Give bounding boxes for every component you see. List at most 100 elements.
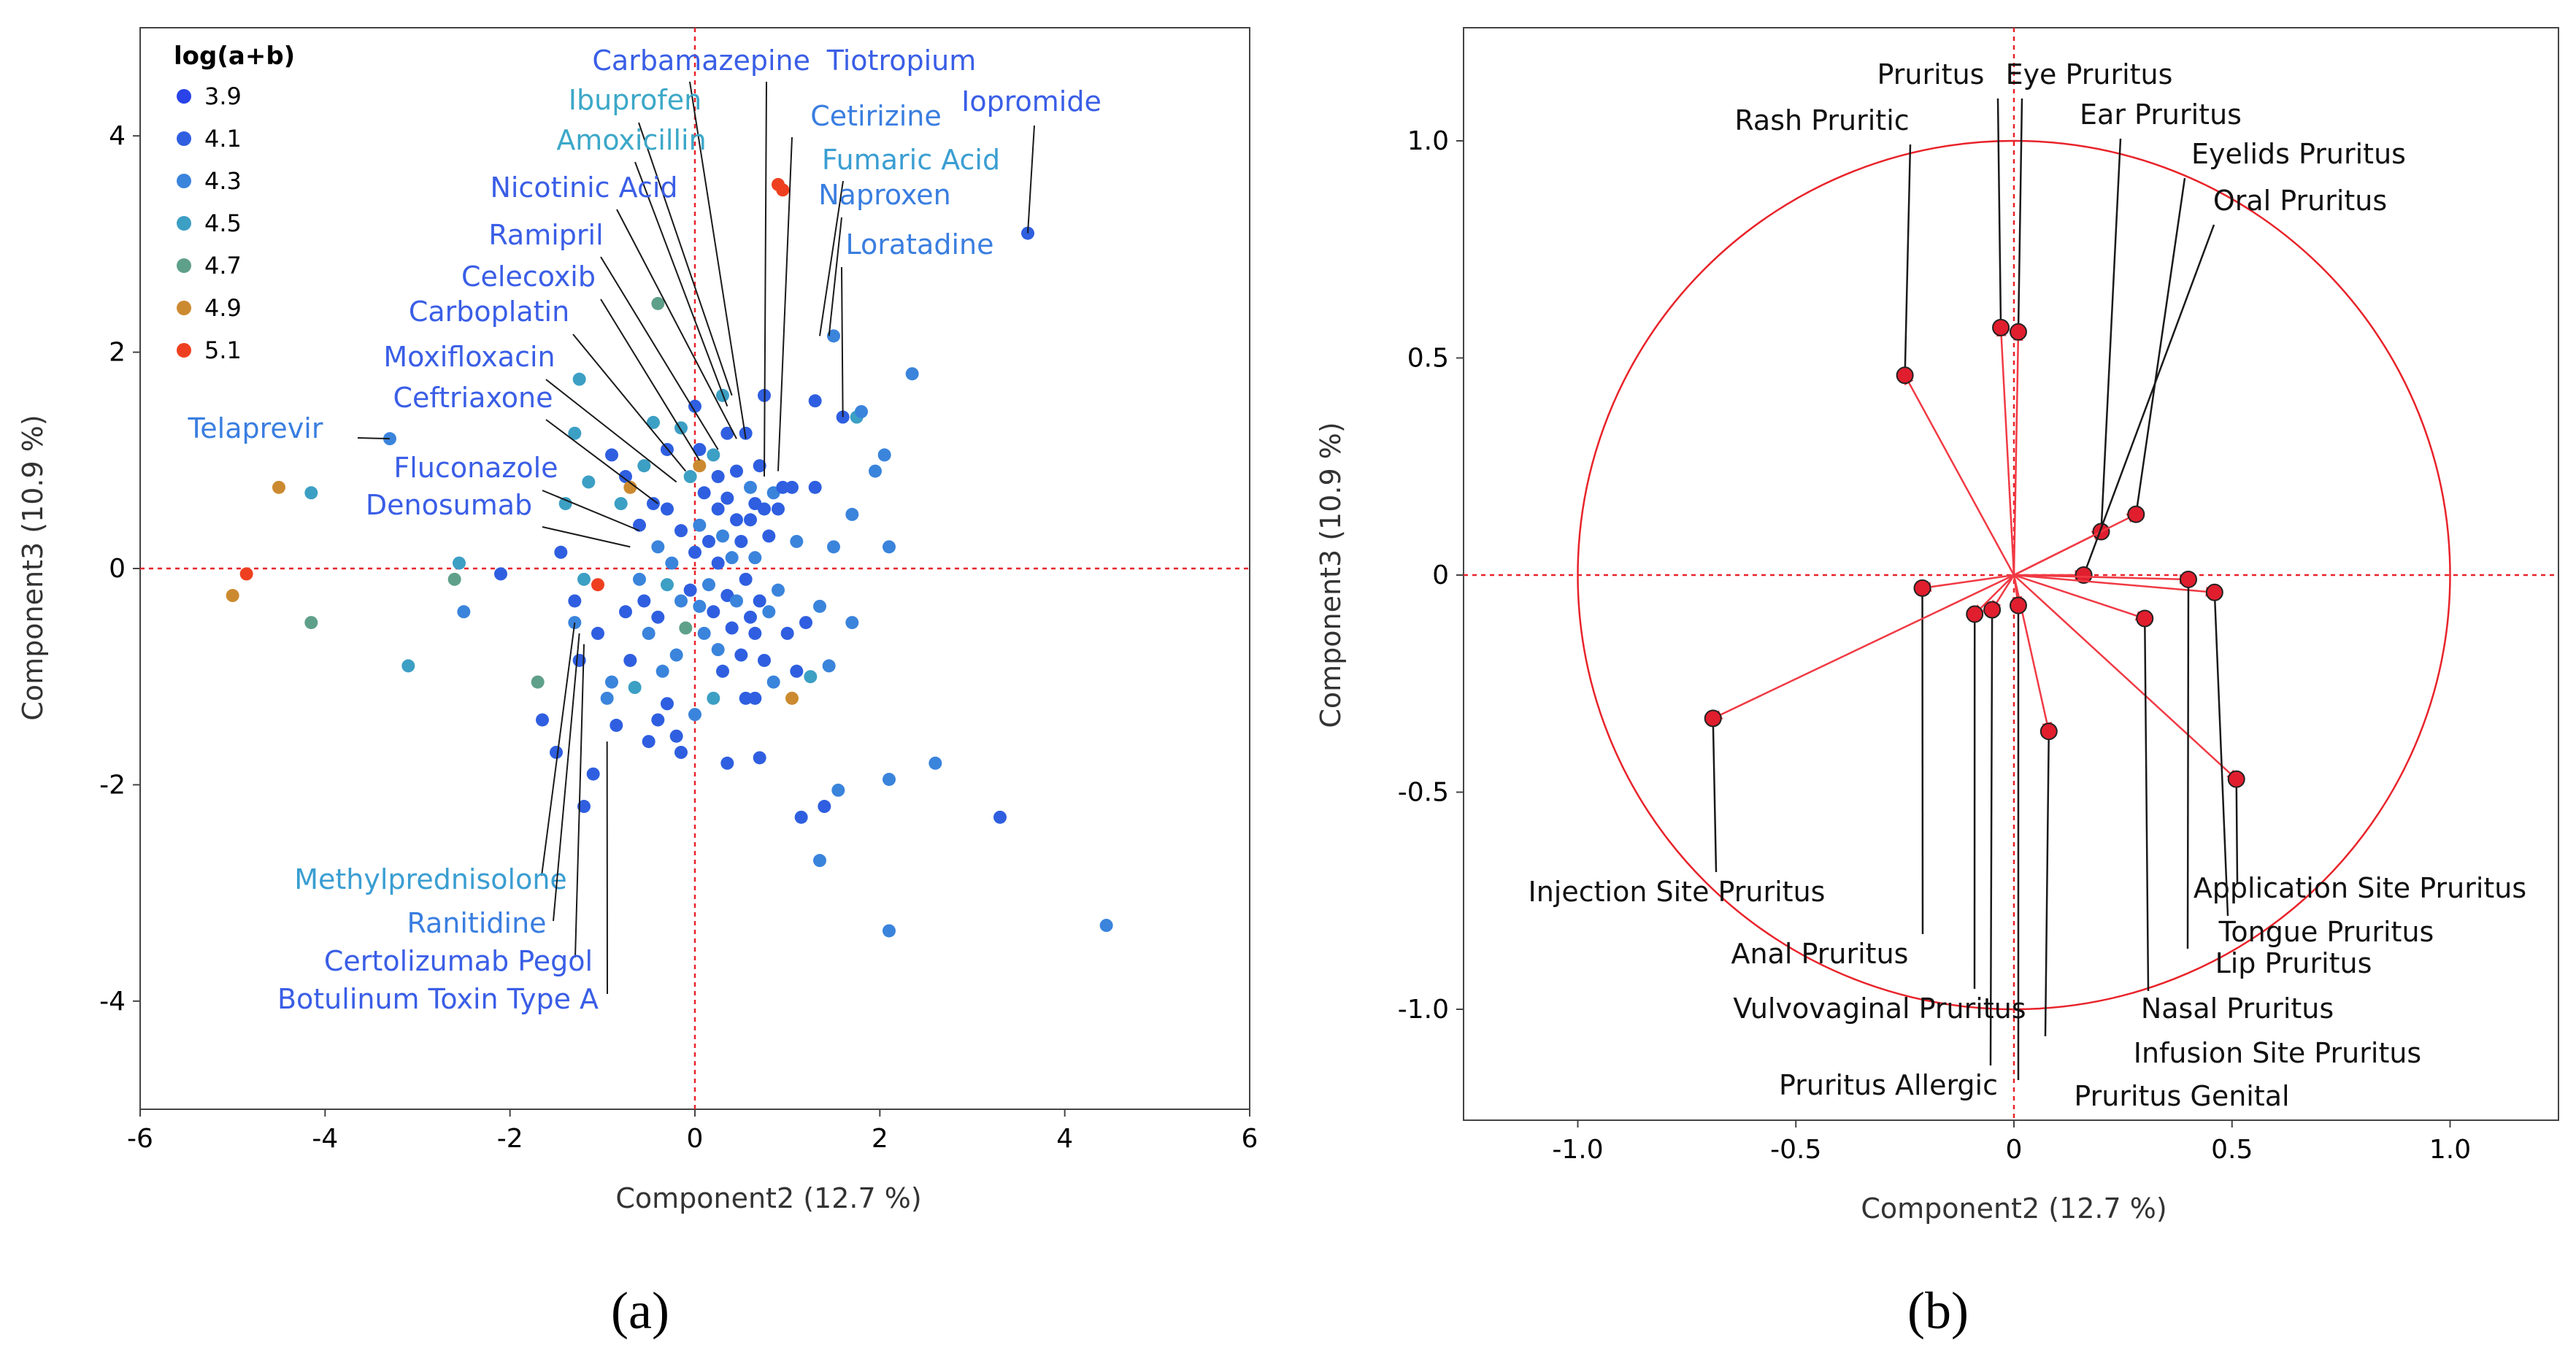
- data-point: [877, 448, 891, 462]
- legend-label: 4.7: [204, 252, 242, 280]
- data-point: [600, 691, 614, 705]
- loading-arrow: [2013, 574, 2216, 597]
- loading-label: Rash Pruritic: [1734, 104, 1909, 136]
- data-point: [655, 664, 669, 678]
- data-point: [808, 394, 822, 408]
- data-point: [822, 659, 836, 673]
- data-point: [799, 616, 812, 630]
- data-point: [758, 502, 771, 516]
- data-point: [679, 621, 693, 635]
- label-leader-line: [638, 122, 733, 396]
- data-point: [776, 183, 790, 197]
- chart-a-panel-label: (a): [611, 1281, 669, 1340]
- data-point: [651, 296, 665, 310]
- label-leader-line: [634, 161, 728, 407]
- loading-label: Ear Pruritus: [2080, 99, 2242, 131]
- data-point: [558, 497, 572, 511]
- point-label: Certolizumab Pegol: [324, 945, 593, 977]
- point-label: Fumaric Acid: [822, 144, 1000, 176]
- label-leader-line: [541, 622, 576, 876]
- legend-items: 3.9 4.1 4.3 4.5 4.7 4.9 5.1: [177, 82, 242, 364]
- label-leader-line: [600, 256, 719, 450]
- data-point: [661, 697, 674, 711]
- data-point: [683, 583, 697, 597]
- data-point: [536, 713, 549, 727]
- data-point: [642, 735, 655, 749]
- point-label: Fluconazole: [393, 452, 558, 484]
- data-point: [674, 745, 688, 759]
- data-point: [494, 567, 507, 581]
- data-point: [794, 810, 808, 824]
- label-leader-line: [545, 419, 658, 504]
- data-point: [725, 551, 739, 565]
- loading-arrow: [1711, 574, 2015, 720]
- data-point: [651, 540, 665, 554]
- data-point: [637, 459, 651, 473]
- data-point: [766, 675, 780, 689]
- data-point: [730, 513, 743, 527]
- data-point: [1099, 919, 1113, 933]
- data-point: [744, 480, 757, 494]
- x-tick-label: -4: [312, 1124, 338, 1154]
- data-point: [711, 556, 725, 570]
- loading-label: Pruritus Genital: [2074, 1080, 2289, 1112]
- loading-point: [2009, 323, 2027, 341]
- data-point: [744, 610, 757, 624]
- data-point: [605, 675, 618, 689]
- data-point: [688, 708, 701, 722]
- legend-swatch: [177, 343, 191, 358]
- point-label: Nicotinic Acid: [490, 171, 677, 204]
- loading-label: Lip Pruritus: [2215, 947, 2372, 979]
- data-point: [845, 616, 859, 630]
- loading-arrow: [2013, 574, 2238, 781]
- data-point: [707, 691, 720, 705]
- data-point: [905, 367, 919, 381]
- loading-point: [1983, 601, 2002, 619]
- data-point: [568, 426, 582, 440]
- data-point: [674, 524, 688, 538]
- data-point: [619, 470, 632, 484]
- loading-arrow: [1996, 325, 2015, 576]
- chart-a-ylabel: Component3 (10.9 %): [17, 415, 49, 720]
- data-point: [401, 659, 415, 673]
- data-point: [883, 540, 896, 554]
- legend-swatch: [177, 301, 191, 315]
- x-tick-label: 0: [2006, 1135, 2023, 1165]
- data-point: [693, 442, 707, 456]
- data-point: [702, 534, 715, 548]
- label-leader-line: [689, 81, 747, 439]
- data-point: [447, 572, 461, 586]
- y-tick-label: 0: [109, 554, 126, 584]
- loading-point: [1896, 366, 1914, 385]
- data-point: [762, 605, 776, 619]
- loading-point: [1966, 605, 1984, 623]
- loading-arrow: [2013, 574, 2147, 621]
- data-point: [725, 621, 739, 635]
- data-point: [855, 405, 868, 419]
- label-leader-line: [1989, 609, 1993, 1066]
- data-point: [239, 567, 253, 581]
- data-point: [827, 329, 840, 343]
- point-label: Botulinum Toxin Type A: [277, 983, 599, 1015]
- point-label: Naproxen: [818, 179, 950, 211]
- legend-swatch: [177, 216, 191, 231]
- loading-point: [2075, 566, 2093, 584]
- data-point: [614, 497, 628, 511]
- loading-label: Oral Pruritus: [2213, 185, 2387, 217]
- data-point: [637, 594, 651, 608]
- y-tick-label: 1.0: [1407, 126, 1449, 156]
- legend-label: 4.1: [204, 125, 242, 153]
- data-point: [707, 605, 720, 619]
- label-leader-line: [819, 180, 844, 336]
- x-tick-label: -2: [497, 1124, 523, 1154]
- data-point: [739, 426, 753, 440]
- point-label: Denosumab: [366, 489, 532, 521]
- loading-label: Vulvovaginal Pruritus: [1733, 992, 2026, 1025]
- data-point: [633, 572, 646, 586]
- data-point: [226, 589, 239, 603]
- label-leader-line: [600, 298, 701, 461]
- x-tick-label: -0.5: [1770, 1135, 1821, 1165]
- point-label: Cetirizine: [810, 100, 942, 132]
- data-point: [720, 756, 734, 770]
- data-point: [883, 924, 896, 938]
